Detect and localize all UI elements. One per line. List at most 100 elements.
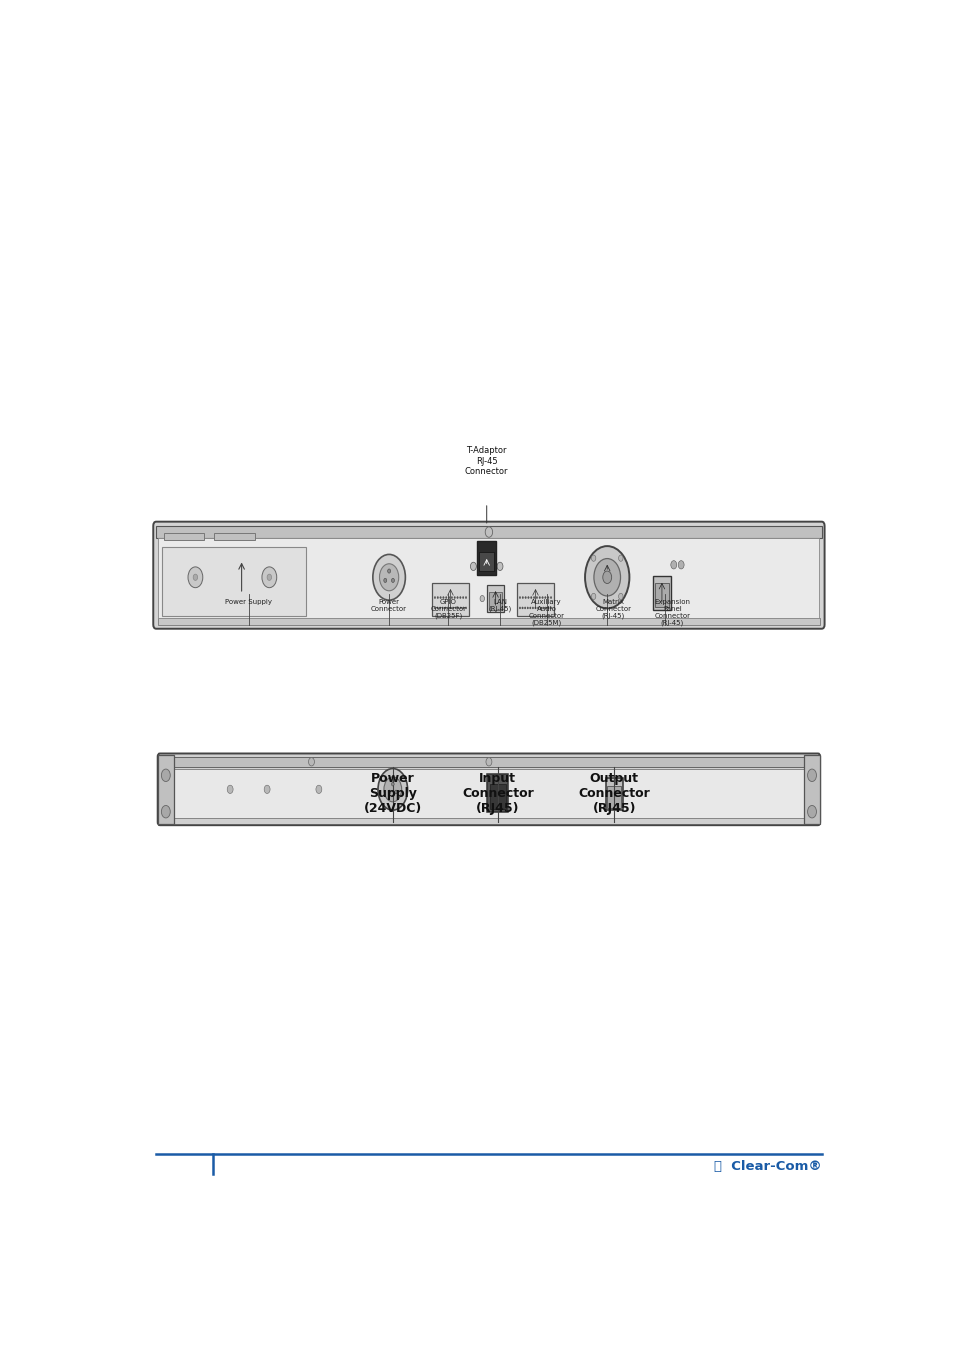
FancyBboxPatch shape: [153, 521, 823, 629]
Bar: [164, 533, 204, 540]
Circle shape: [529, 608, 531, 609]
Text: Power Supply: Power Supply: [225, 598, 272, 605]
Circle shape: [678, 560, 683, 568]
Bar: [478, 552, 494, 571]
Text: Input
Connector
(RJ45): Input Connector (RJ45): [461, 772, 533, 815]
Text: Expansion
Panel
Connector
(RJ-45): Expansion Panel Connector (RJ-45): [654, 598, 690, 626]
Circle shape: [227, 786, 233, 794]
Circle shape: [377, 768, 407, 810]
FancyBboxPatch shape: [157, 753, 820, 825]
Circle shape: [618, 555, 622, 562]
Circle shape: [264, 786, 270, 794]
Circle shape: [161, 806, 170, 818]
Circle shape: [807, 769, 816, 782]
Bar: [163, 769, 814, 818]
Bar: [487, 775, 508, 811]
Circle shape: [387, 568, 390, 574]
Bar: [653, 575, 670, 610]
Circle shape: [448, 597, 449, 598]
Circle shape: [536, 597, 537, 598]
Bar: [605, 779, 622, 810]
Circle shape: [550, 608, 551, 609]
Text: Output
Connector
(RJ45): Output Connector (RJ45): [578, 772, 649, 815]
Bar: [476, 541, 496, 575]
Circle shape: [521, 608, 523, 609]
Text: T-Adaptor
RJ-45
Connector: T-Adaptor RJ-45 Connector: [464, 446, 508, 477]
Circle shape: [459, 597, 460, 598]
Circle shape: [444, 608, 446, 609]
Circle shape: [161, 769, 170, 782]
Circle shape: [518, 597, 520, 598]
Bar: [488, 593, 501, 610]
Circle shape: [395, 790, 397, 794]
Circle shape: [465, 608, 466, 609]
Circle shape: [524, 597, 526, 598]
Circle shape: [530, 597, 532, 598]
Text: Power
Supply
(24VDC): Power Supply (24VDC): [363, 772, 421, 815]
Circle shape: [465, 597, 466, 598]
Bar: [157, 618, 820, 625]
Circle shape: [434, 597, 436, 598]
Circle shape: [537, 608, 538, 609]
Circle shape: [618, 593, 622, 599]
Circle shape: [550, 597, 551, 598]
Circle shape: [521, 597, 523, 598]
Circle shape: [439, 608, 440, 609]
Circle shape: [470, 562, 476, 571]
Bar: [160, 756, 817, 767]
Circle shape: [447, 608, 448, 609]
Circle shape: [383, 776, 401, 802]
Circle shape: [542, 608, 543, 609]
Circle shape: [451, 597, 452, 598]
Text: Ⓒ  Clear-Com®: Ⓒ Clear-Com®: [713, 1160, 821, 1173]
Circle shape: [456, 597, 457, 598]
Circle shape: [441, 608, 443, 609]
Circle shape: [434, 608, 436, 609]
Bar: [606, 786, 620, 807]
Bar: [432, 583, 469, 616]
Text: LAN
(RJ-45): LAN (RJ-45): [488, 598, 511, 612]
Bar: [517, 583, 554, 616]
Circle shape: [436, 597, 438, 598]
Circle shape: [449, 608, 451, 609]
Circle shape: [518, 608, 520, 609]
Circle shape: [544, 608, 546, 609]
Circle shape: [594, 559, 619, 595]
Circle shape: [526, 608, 528, 609]
Circle shape: [547, 597, 548, 598]
Text: Auxiliary
Audio
Connector
(DB25M): Auxiliary Audio Connector (DB25M): [528, 598, 564, 626]
Circle shape: [457, 608, 458, 609]
Bar: [157, 755, 173, 824]
Text: Matrix
Connector
(RJ-45): Matrix Connector (RJ-45): [595, 598, 631, 620]
Bar: [213, 533, 254, 540]
Circle shape: [538, 597, 540, 598]
Circle shape: [373, 555, 405, 601]
Circle shape: [462, 597, 463, 598]
Circle shape: [539, 608, 541, 609]
Circle shape: [547, 608, 549, 609]
Circle shape: [670, 560, 676, 568]
Circle shape: [532, 608, 533, 609]
Circle shape: [591, 593, 596, 599]
Circle shape: [584, 547, 629, 609]
Text: GPIO
Connector
(DB25F): GPIO Connector (DB25F): [430, 598, 466, 620]
Bar: [803, 755, 820, 824]
Circle shape: [485, 526, 492, 537]
Circle shape: [455, 608, 456, 609]
Circle shape: [267, 574, 272, 580]
Circle shape: [807, 806, 816, 818]
Circle shape: [388, 790, 391, 794]
Circle shape: [262, 567, 276, 587]
Circle shape: [315, 786, 321, 794]
Circle shape: [591, 555, 596, 562]
Bar: [487, 585, 503, 612]
Circle shape: [193, 574, 197, 580]
Bar: [655, 583, 668, 608]
Circle shape: [188, 567, 203, 587]
Bar: [162, 547, 306, 616]
Circle shape: [602, 571, 611, 583]
Circle shape: [479, 595, 484, 602]
Circle shape: [383, 578, 386, 582]
Circle shape: [459, 608, 461, 609]
Circle shape: [379, 564, 398, 591]
